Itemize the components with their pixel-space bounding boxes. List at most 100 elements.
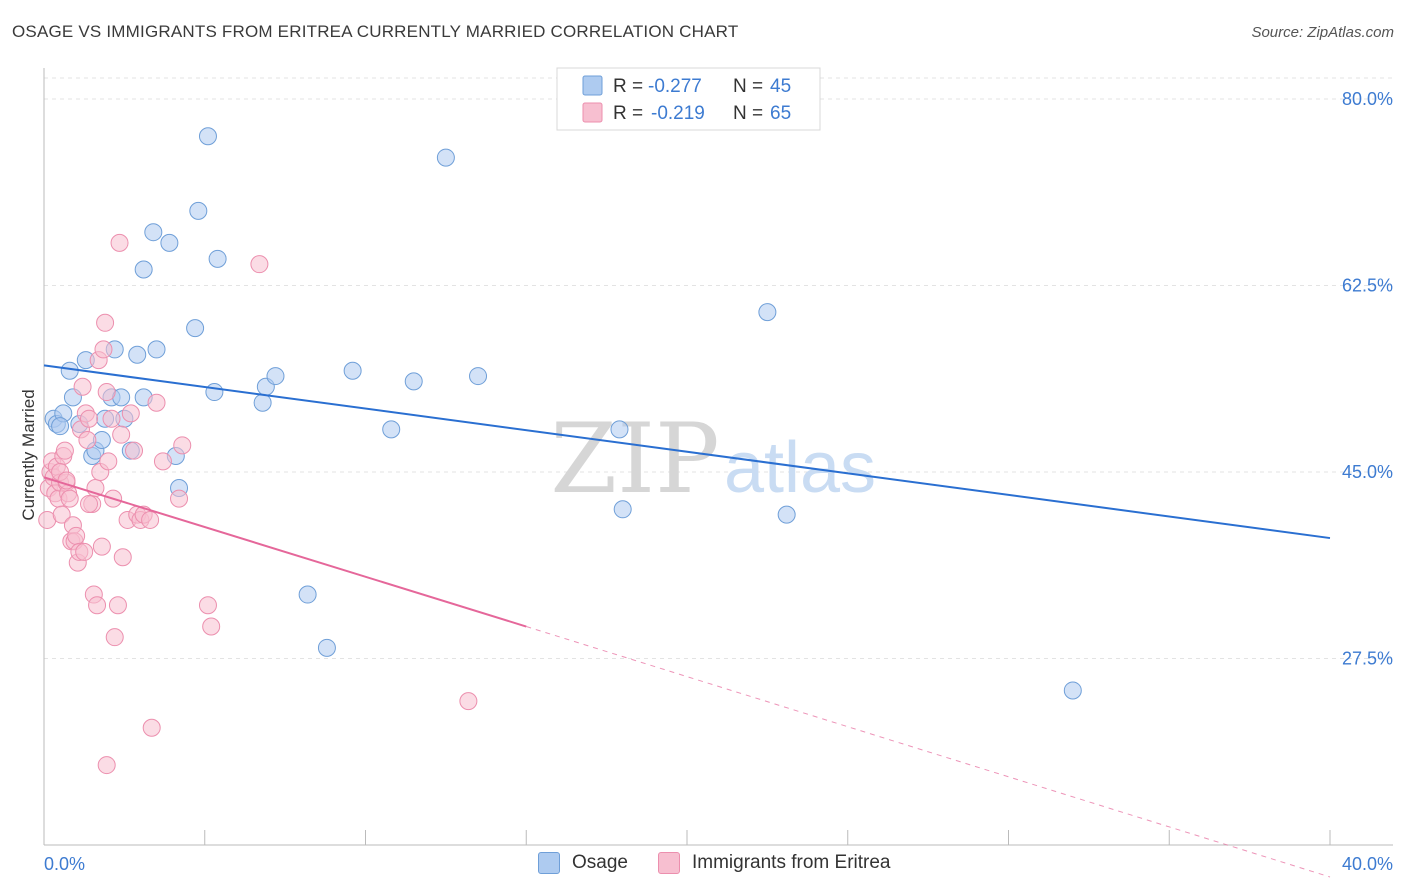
legend-bottom: Osage Immigrants from Eritrea <box>0 850 1406 880</box>
eritrea-trend-line <box>43 476 527 628</box>
watermark-atlas: atlas <box>724 428 876 508</box>
osage-point <box>51 417 70 436</box>
eritrea-point <box>202 617 221 636</box>
osage-point <box>382 420 401 439</box>
trend-lines <box>43 364 1331 878</box>
y-tick-label: 45.0% <box>1342 462 1393 482</box>
osage-point <box>147 340 166 359</box>
eritrea-point <box>80 409 99 428</box>
osage-point <box>253 393 272 412</box>
eritrea-point <box>52 505 71 524</box>
osage-point <box>436 148 455 167</box>
osage-point <box>160 233 179 252</box>
eritrea-point <box>110 233 129 252</box>
legend-top: R = -0.277 N = 45 R = -0.219 N = 65 <box>556 67 821 131</box>
legend-label-eritrea: Immigrants from Eritrea <box>692 852 891 873</box>
osage-point <box>317 638 336 657</box>
eritrea-point <box>113 548 132 567</box>
y-tick-label: 62.5% <box>1342 275 1393 295</box>
legend-r-value-osage: -0.277 <box>648 76 702 97</box>
legend-swatch-osage-bottom <box>538 852 560 874</box>
eritrea-point <box>198 596 217 615</box>
osage-point <box>208 249 227 268</box>
osage-point <box>613 500 632 519</box>
eritrea-point <box>147 393 166 412</box>
x-tick-label-min: 0.0% <box>44 854 85 874</box>
legend-swatch-osage <box>582 75 603 96</box>
eritrea-point <box>73 377 92 396</box>
y-tick-label: 80.0% <box>1342 89 1393 109</box>
chart-title: OSAGE VS IMMIGRANTS FROM ERITREA CURRENT… <box>12 22 739 41</box>
series-osage-points <box>44 127 1082 700</box>
osage-point <box>198 127 217 146</box>
legend-n-label-1: N = <box>733 76 763 97</box>
osage-point <box>128 345 147 364</box>
legend-item-eritrea: Immigrants from Eritrea <box>658 852 890 874</box>
source-label: Source: ZipAtlas.com <box>1251 24 1394 41</box>
x-tick-label-max: 40.0% <box>1342 854 1393 874</box>
eritrea-point <box>142 718 161 737</box>
eritrea-point <box>141 510 160 529</box>
osage-point <box>298 585 317 604</box>
osage-point <box>144 223 163 242</box>
eritrea-point <box>75 542 94 561</box>
watermark-zip: ZIP <box>550 403 719 515</box>
osage-trend-line <box>43 364 1331 540</box>
osage-point <box>186 319 205 338</box>
osage-point <box>1063 681 1082 700</box>
eritrea-point <box>55 441 74 460</box>
grid-lines <box>44 77 1393 659</box>
eritrea-point <box>153 452 172 471</box>
eritrea-point <box>67 526 86 545</box>
axes <box>43 68 1393 846</box>
osage-point <box>266 367 285 386</box>
eritrea-point <box>99 452 118 471</box>
osage-point <box>189 201 208 220</box>
osage-point <box>777 505 796 524</box>
legend-swatch-eritrea-bottom <box>658 852 680 874</box>
osage-point <box>343 361 362 380</box>
eritrea-trend-extension <box>526 626 1331 878</box>
y-tick-label: 27.5% <box>1342 648 1393 668</box>
eritrea-point <box>108 596 127 615</box>
legend-n-value-osage: 45 <box>770 76 791 97</box>
osage-point <box>758 303 777 322</box>
eritrea-point <box>250 255 269 274</box>
tick-labels: 27.5% 45.0% 62.5% 80.0% 0.0% 40.0% <box>44 89 1393 874</box>
eritrea-point <box>170 489 189 508</box>
legend-n-label-2: N = <box>733 103 763 124</box>
eritrea-point <box>60 489 79 508</box>
legend-n-value-eritrea: 65 <box>770 103 791 124</box>
osage-point <box>469 367 488 386</box>
osage-point <box>205 383 224 402</box>
watermark: ZIP atlas <box>550 403 876 515</box>
legend-r-label-2: R = <box>613 103 643 124</box>
eritrea-point <box>173 436 192 455</box>
osage-point <box>610 420 629 439</box>
eritrea-point <box>94 340 113 359</box>
series-eritrea-points <box>38 233 478 775</box>
eritrea-point <box>125 441 144 460</box>
eritrea-point <box>97 383 116 402</box>
legend-r-label-1: R = <box>613 76 643 97</box>
eritrea-point <box>97 756 116 775</box>
eritrea-point <box>80 494 99 513</box>
eritrea-point <box>88 596 107 615</box>
legend-item-osage: Osage <box>538 852 628 874</box>
osage-point <box>60 361 79 380</box>
legend-r-value-eritrea: -0.219 <box>651 103 705 124</box>
legend-label-osage: Osage <box>572 852 628 873</box>
eritrea-point <box>78 431 97 450</box>
eritrea-point <box>102 409 121 428</box>
eritrea-point <box>459 692 478 711</box>
eritrea-point <box>105 628 124 647</box>
osage-point <box>134 260 153 279</box>
y-axis-label: Currently Married <box>19 389 38 520</box>
eritrea-point <box>92 537 111 556</box>
eritrea-point <box>96 313 115 332</box>
osage-point <box>404 372 423 391</box>
legend-swatch-eritrea <box>582 102 603 123</box>
eritrea-point <box>112 425 131 444</box>
eritrea-point <box>121 404 140 423</box>
